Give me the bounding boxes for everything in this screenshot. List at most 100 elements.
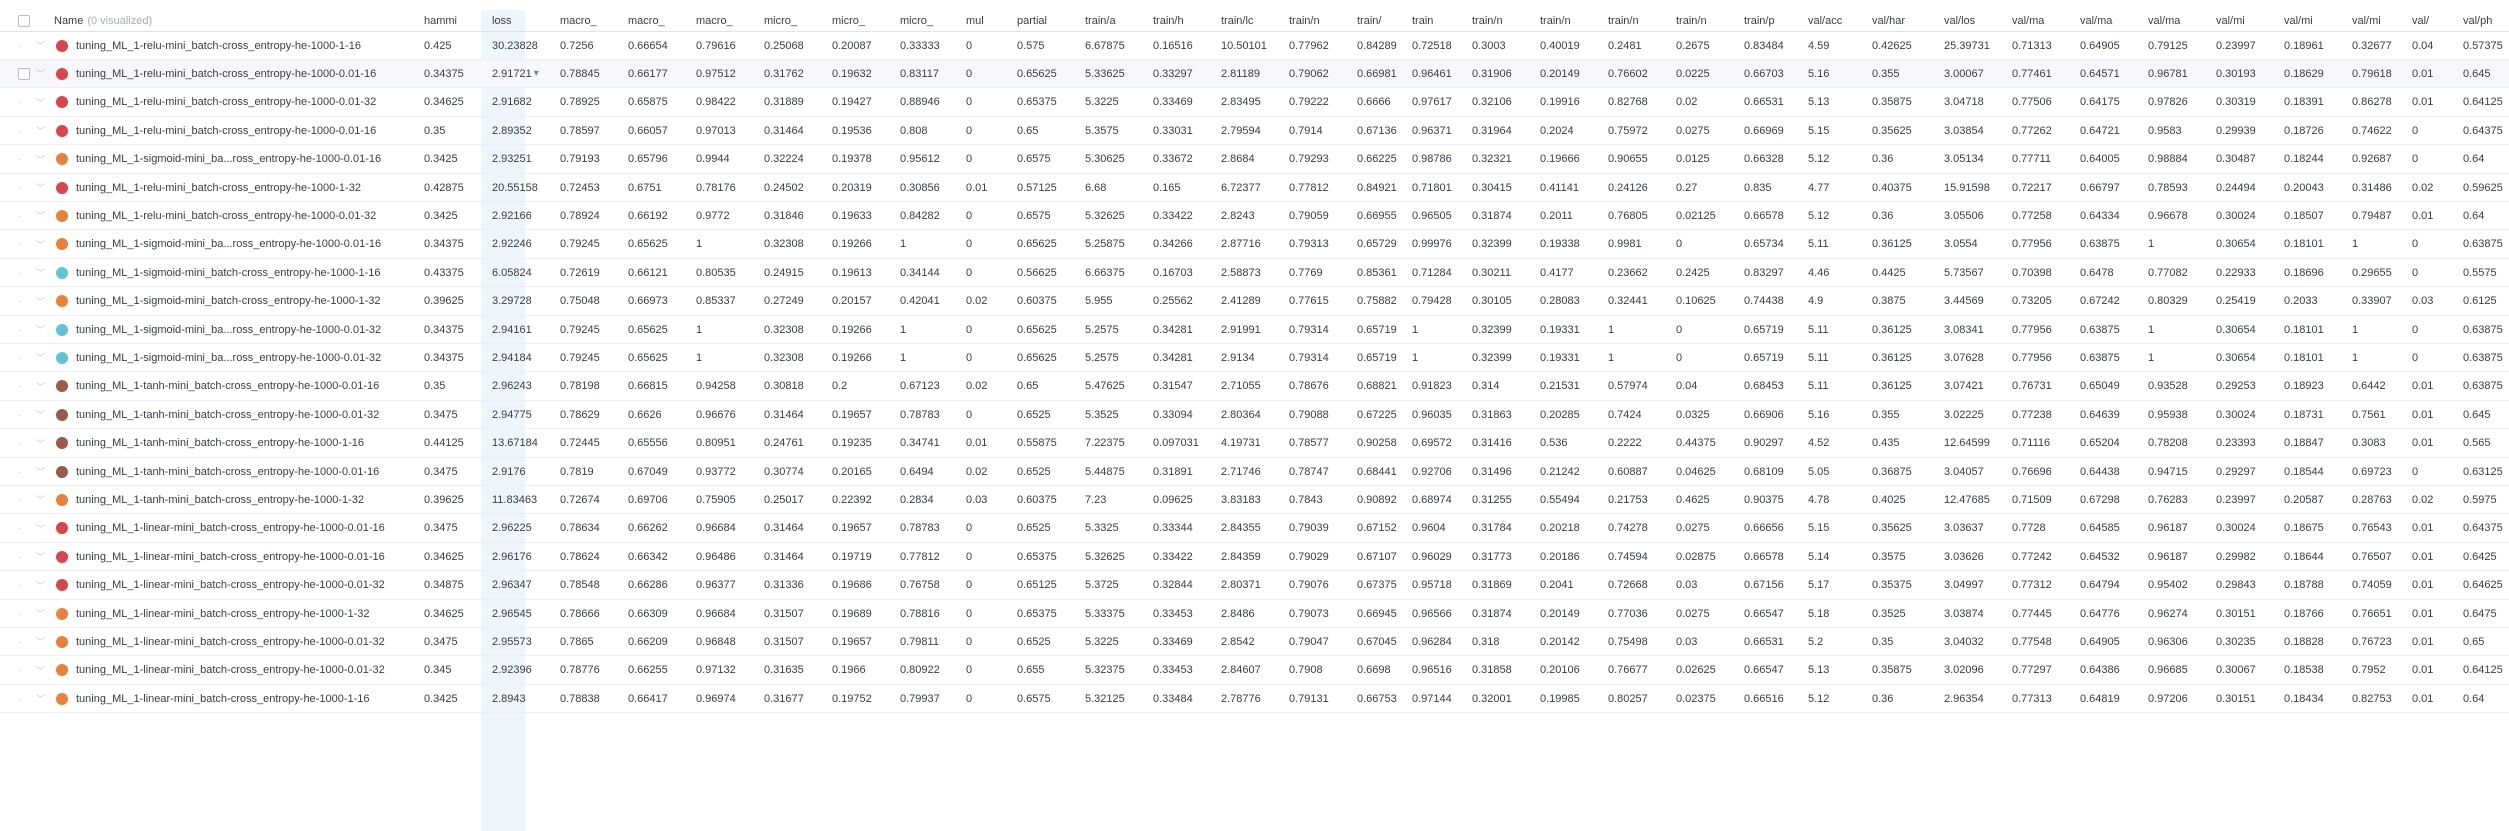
filter-icon[interactable]: ▾ bbox=[533, 68, 539, 80]
run-color-dot[interactable] bbox=[56, 493, 68, 506]
run-row[interactable]: · ﹀ tuning_ML_1-linear-mini_batch-cross_en… bbox=[0, 543, 2509, 572]
run-name[interactable]: tuning_ML_1-relu-mini_batch-cross_entrop… bbox=[76, 209, 377, 222]
run-name[interactable]: tuning_ML_1-sigmoid-mini_ba...ross_entro… bbox=[76, 351, 382, 364]
run-color-dot[interactable] bbox=[56, 39, 68, 52]
run-row[interactable]: · ﹀ tuning_ML_1-relu-mini_batch-cross_entr… bbox=[0, 117, 2509, 146]
run-color-dot[interactable] bbox=[56, 351, 68, 364]
run-name[interactable]: tuning_ML_1-tanh-mini_batch-cross_entrop… bbox=[76, 465, 380, 478]
chevron-down-icon[interactable]: ﹀ bbox=[36, 495, 46, 506]
chevron-down-icon[interactable]: ﹀ bbox=[36, 580, 46, 591]
run-name[interactable]: tuning_ML_1-linear-mini_batch-cross_entr… bbox=[76, 664, 385, 677]
visibility-icon[interactable]: · bbox=[18, 324, 21, 335]
visibility-icon[interactable]: · bbox=[18, 665, 21, 676]
chevron-down-icon[interactable]: ﹀ bbox=[36, 325, 46, 335]
column-header[interactable]: train/lc bbox=[1221, 14, 1254, 27]
run-color-dot[interactable] bbox=[56, 437, 68, 450]
column-header[interactable]: val/mi bbox=[2216, 14, 2245, 27]
chevron-down-icon[interactable]: ﹀ bbox=[36, 239, 46, 250]
chevron-down-icon[interactable]: ﹀ bbox=[36, 523, 46, 534]
run-color-dot[interactable] bbox=[56, 550, 68, 563]
run-color-dot[interactable] bbox=[56, 96, 68, 109]
run-row[interactable]: · ﹀ tuning_ML_1-tanh-mini_batch-cross_entr… bbox=[0, 430, 2509, 458]
run-color-dot[interactable] bbox=[56, 408, 68, 421]
chevron-down-icon[interactable]: ﹀ bbox=[36, 296, 46, 307]
chevron-down-icon[interactable]: ﹀ bbox=[36, 410, 46, 421]
column-header[interactable]: micro_ bbox=[764, 14, 798, 27]
column-header[interactable]: macro_ bbox=[560, 14, 597, 27]
run-name[interactable]: tuning_ML_1-linear-mini_batch-cross_entr… bbox=[76, 635, 385, 648]
run-color-dot[interactable] bbox=[56, 295, 68, 308]
column-header[interactable]: partial bbox=[1017, 14, 1047, 27]
column-header[interactable]: val/acc bbox=[1808, 14, 1843, 27]
column-header[interactable]: train/n bbox=[1540, 14, 1571, 27]
run-row[interactable]: · ﹀ tuning_ML_1-sigmoid-mini_ba...ross_ent… bbox=[0, 344, 2509, 373]
chevron-down-icon[interactable]: ﹀ bbox=[36, 694, 46, 705]
column-header[interactable]: val/ph bbox=[2463, 14, 2493, 27]
chevron-down-icon[interactable]: ﹀ bbox=[36, 467, 46, 477]
visibility-icon[interactable]: · bbox=[18, 438, 21, 449]
run-color-dot[interactable] bbox=[56, 692, 68, 705]
column-header[interactable]: train/n bbox=[1472, 14, 1503, 27]
chevron-down-icon[interactable]: ﹀ bbox=[36, 211, 46, 222]
run-row[interactable]: · ﹀ tuning_ML_1-sigmoid-mini_ba...ross_ent… bbox=[0, 146, 2509, 174]
visibility-icon[interactable]: · bbox=[18, 296, 21, 307]
run-row[interactable]: · ﹀ tuning_ML_1-sigmoid-mini_ba...ross_ent… bbox=[0, 316, 2509, 344]
visibility-icon[interactable]: · bbox=[18, 40, 21, 51]
run-row[interactable]: ﹀ tuning_ML_1-relu-mini_batch-cross_entro… bbox=[0, 60, 2509, 89]
run-name[interactable]: tuning_ML_1-sigmoid-mini_batch-cross_ent… bbox=[76, 266, 381, 279]
name-column-header[interactable]: Name (0 visualized) bbox=[50, 10, 410, 31]
column-header[interactable]: micro_ bbox=[832, 14, 866, 27]
run-color-dot[interactable] bbox=[56, 266, 68, 279]
visibility-icon[interactable]: · bbox=[18, 267, 21, 278]
run-color-dot[interactable] bbox=[56, 209, 68, 222]
visibility-icon[interactable]: · bbox=[18, 523, 21, 534]
run-row[interactable]: · ﹀ tuning_ML_1-relu-mini_batch-cross_entr… bbox=[0, 32, 2509, 60]
column-header[interactable]: train/ bbox=[1357, 14, 1382, 27]
run-name[interactable]: tuning_ML_1-tanh-mini_batch-cross_entrop… bbox=[76, 493, 364, 506]
visibility-icon[interactable]: · bbox=[18, 182, 21, 193]
run-color-dot[interactable] bbox=[56, 465, 68, 478]
chevron-down-icon[interactable]: ﹀ bbox=[36, 69, 46, 80]
run-row[interactable]: · ﹀ tuning_ML_1-linear-mini_batch-cross_en… bbox=[0, 572, 2509, 600]
chevron-down-icon[interactable]: ﹀ bbox=[36, 609, 46, 619]
run-name[interactable]: tuning_ML_1-tanh-mini_batch-cross_entrop… bbox=[76, 437, 364, 450]
chevron-down-icon[interactable]: ﹀ bbox=[36, 126, 46, 137]
run-name[interactable]: tuning_ML_1-linear-mini_batch-cross_entr… bbox=[76, 607, 370, 620]
column-header[interactable]: hammi bbox=[424, 14, 458, 27]
column-header[interactable]: mul bbox=[966, 14, 984, 27]
run-name[interactable]: tuning_ML_1-sigmoid-mini_batch-cross_ent… bbox=[76, 295, 381, 308]
chevron-down-icon[interactable]: ﹀ bbox=[36, 268, 46, 279]
chevron-down-icon[interactable]: ﹀ bbox=[36, 552, 46, 563]
run-color-dot[interactable] bbox=[56, 664, 68, 677]
run-row[interactable]: · ﹀ tuning_ML_1-linear-mini_batch-cross_en… bbox=[0, 657, 2509, 685]
run-row[interactable]: · ﹀ tuning_ML_1-tanh-mini_batch-cross_entr… bbox=[0, 458, 2509, 486]
run-name[interactable]: tuning_ML_1-relu-mini_batch-cross_entrop… bbox=[76, 124, 377, 137]
run-color-dot[interactable] bbox=[56, 124, 68, 137]
column-header[interactable]: val/mi bbox=[2284, 14, 2313, 27]
chevron-down-icon[interactable]: ﹀ bbox=[36, 154, 46, 165]
run-color-dot[interactable] bbox=[56, 238, 68, 251]
run-row[interactable]: · ﹀ tuning_ML_1-tanh-mini_batch-cross_entr… bbox=[0, 401, 2509, 430]
visibility-icon[interactable]: · bbox=[18, 352, 21, 363]
chevron-down-icon[interactable]: ﹀ bbox=[36, 381, 46, 392]
run-row[interactable]: · ﹀ tuning_ML_1-linear-mini_batch-cross_en… bbox=[0, 600, 2509, 628]
column-header[interactable]: val/har bbox=[1872, 14, 1906, 27]
column-header[interactable]: train/n bbox=[1608, 14, 1639, 27]
chevron-down-icon[interactable]: ﹀ bbox=[36, 637, 46, 648]
run-name[interactable]: tuning_ML_1-sigmoid-mini_ba...ross_entro… bbox=[76, 238, 382, 251]
visibility-icon[interactable]: · bbox=[18, 466, 21, 477]
run-row[interactable]: · ﹀ tuning_ML_1-sigmoid-mini_batch-cross_e… bbox=[0, 288, 2509, 316]
run-name[interactable]: tuning_ML_1-tanh-mini_batch-cross_entrop… bbox=[76, 380, 380, 393]
column-header[interactable]: val/ma bbox=[2080, 14, 2113, 27]
visibility-icon[interactable]: · bbox=[18, 125, 21, 136]
chevron-down-icon[interactable]: ﹀ bbox=[36, 41, 46, 51]
run-name[interactable]: tuning_ML_1-sigmoid-mini_ba...ross_entro… bbox=[76, 153, 382, 166]
column-header[interactable]: val/mi bbox=[2352, 14, 2381, 27]
column-header[interactable]: train/h bbox=[1153, 14, 1184, 27]
run-row[interactable]: · ﹀ tuning_ML_1-linear-mini_batch-cross_en… bbox=[0, 685, 2509, 714]
run-row[interactable]: · ﹀ tuning_ML_1-tanh-mini_batch-cross_entr… bbox=[0, 486, 2509, 515]
column-header[interactable]: val/ma bbox=[2012, 14, 2045, 27]
column-header[interactable]: val/ bbox=[2412, 14, 2430, 27]
chevron-down-icon[interactable]: ﹀ bbox=[36, 353, 46, 364]
run-color-dot[interactable] bbox=[56, 522, 68, 535]
